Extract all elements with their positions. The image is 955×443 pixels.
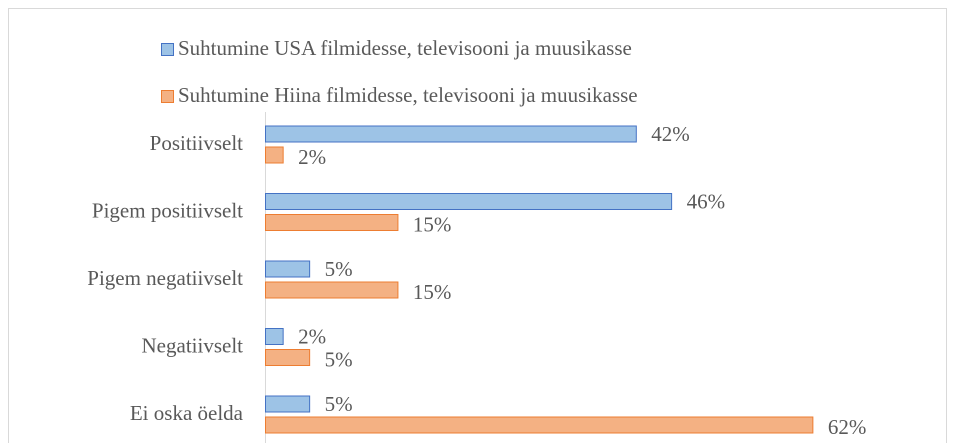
data-label: 15% bbox=[413, 212, 452, 236]
data-label: 5% bbox=[325, 257, 353, 281]
legend-label: Suhtumine USA filmidesse, televisooni ja… bbox=[178, 36, 632, 60]
data-label: 2% bbox=[298, 145, 326, 169]
bar bbox=[265, 146, 284, 164]
legend-swatch bbox=[161, 43, 174, 56]
category-label: Ei oska öelda bbox=[130, 401, 244, 425]
data-label: 2% bbox=[298, 324, 326, 348]
data-label: 15% bbox=[413, 280, 452, 304]
bar bbox=[265, 214, 399, 231]
category-label: Positiivselt bbox=[150, 131, 244, 155]
chart-frame bbox=[8, 8, 947, 443]
data-label: 46% bbox=[687, 189, 726, 213]
data-label: 62% bbox=[828, 415, 867, 439]
data-label: 42% bbox=[651, 122, 690, 146]
bar bbox=[265, 281, 399, 299]
legend-label: Suhtumine Hiina filmidesse, televisooni … bbox=[178, 83, 638, 107]
bar bbox=[265, 193, 673, 210]
bar bbox=[265, 260, 311, 278]
bar bbox=[265, 328, 284, 345]
category-label: Pigem positiivselt bbox=[92, 198, 243, 222]
legend-swatch bbox=[161, 90, 174, 103]
data-label: 5% bbox=[325, 347, 353, 371]
bar bbox=[265, 416, 814, 434]
category-label: Pigem negatiivselt bbox=[87, 266, 243, 290]
bar bbox=[265, 349, 311, 366]
bar bbox=[265, 125, 637, 143]
category-label: Negatiivselt bbox=[142, 333, 244, 357]
bar bbox=[265, 395, 311, 413]
data-label: 5% bbox=[325, 392, 353, 416]
